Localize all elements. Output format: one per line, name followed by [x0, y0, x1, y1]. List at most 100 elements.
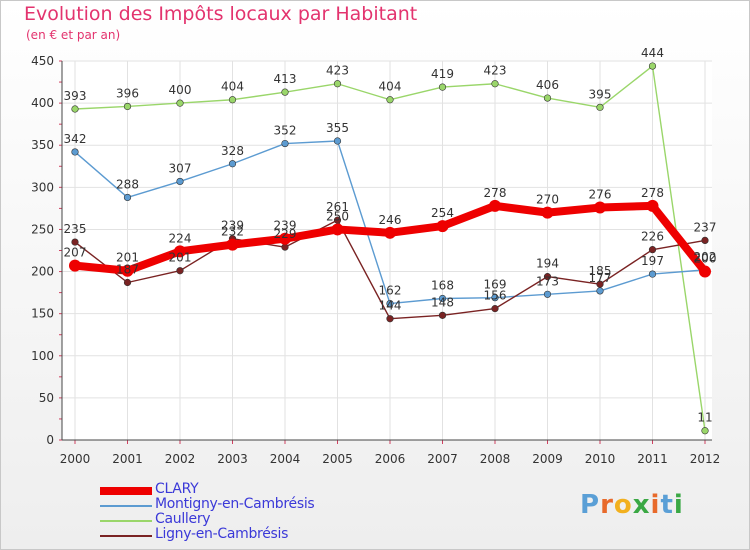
data-label-Ligny-en-Cambrésis: 229	[274, 227, 297, 241]
data-point-Montigny-en-Cambrésis	[176, 177, 184, 186]
data-label-Ligny-en-Cambrésis: 237	[694, 220, 717, 234]
data-label-Montigny-en-Cambrésis: 307	[169, 161, 192, 175]
data-point-Ligny-en-Cambrésis	[176, 267, 184, 275]
data-label-CLARY: 246	[379, 213, 402, 227]
data-label-Ligny-en-Cambrésis: 261	[326, 200, 349, 214]
data-point-Caullery	[386, 96, 394, 104]
x-tick-label: 2009	[532, 452, 563, 466]
data-label-CLARY: 276	[589, 188, 612, 202]
data-point-CLARY	[594, 201, 606, 214]
chart-title: Evolution des Impôts locaux par Habitant	[24, 3, 418, 25]
data-label-Ligny-en-Cambrésis: 235	[64, 222, 87, 236]
proxiti-logo: Proxiti	[580, 490, 684, 520]
x-tick-label: 2008	[480, 452, 511, 466]
x-tick-label: 2002	[165, 452, 196, 466]
y-tick-label: 200	[31, 265, 54, 279]
data-point-CLARY	[331, 223, 344, 236]
data-label-Caullery: 423	[326, 64, 349, 78]
data-point-Montigny-en-Cambrésis	[491, 294, 499, 302]
data-point-Caullery	[123, 102, 132, 111]
data-point-CLARY	[541, 206, 554, 219]
data-point-CLARY	[174, 245, 186, 258]
legend-label: Montigny-en-Cambrésis	[155, 496, 315, 512]
data-point-Montigny-en-Cambrésis	[386, 299, 394, 308]
y-tick-label: 100	[31, 349, 54, 363]
data-point-Montigny-en-Cambrésis	[71, 148, 79, 156]
x-tick-label: 2001	[112, 452, 143, 466]
data-label-Montigny-en-Cambrésis: 162	[379, 284, 402, 298]
data-point-Ligny-en-Cambrésis	[123, 278, 132, 287]
data-label-Caullery: 396	[116, 86, 139, 100]
data-point-Montigny-en-Cambrésis	[543, 290, 552, 298]
data-point-Caullery	[491, 80, 499, 88]
data-label-Ligny-en-Cambrésis: 185	[589, 264, 612, 278]
data-label-Caullery: 395	[589, 87, 612, 101]
data-label-CLARY: 270	[536, 193, 559, 207]
data-label-Montigny-en-Cambrésis: 177	[589, 271, 612, 285]
data-point-Montigny-en-Cambrésis	[228, 160, 237, 168]
brand-letter: i	[650, 490, 661, 520]
data-point-Ligny-en-Cambrésis	[543, 273, 552, 281]
data-point-Ligny-en-Cambrésis	[71, 238, 79, 246]
data-label-Montigny-en-Cambrésis: 342	[64, 132, 87, 146]
plot-area	[62, 61, 712, 440]
data-label-Caullery: 400	[169, 83, 192, 97]
data-point-CLARY	[646, 199, 659, 212]
data-point-Caullery	[438, 83, 447, 91]
data-label-Caullery: 444	[641, 46, 664, 60]
data-label-Ligny-en-Cambrésis: 201	[169, 251, 192, 265]
data-point-CLARY	[279, 232, 291, 245]
data-point-Caullery	[701, 427, 709, 435]
x-tick-label: 2005	[322, 452, 353, 466]
data-point-CLARY	[384, 226, 396, 239]
y-tick-label: 450	[31, 54, 54, 68]
data-label-CLARY: 254	[431, 206, 454, 220]
x-tick-label: 2012	[690, 452, 721, 466]
data-label-Ligny-en-Cambrésis: 226	[641, 230, 664, 244]
legend-swatch	[100, 535, 152, 537]
data-point-Ligny-en-Cambrésis	[491, 305, 499, 313]
data-label-Montigny-en-Cambrésis: 352	[274, 124, 297, 138]
data-label-Montigny-en-Cambrésis: 197	[641, 254, 664, 268]
data-point-Caullery	[281, 88, 289, 96]
data-point-Montigny-en-Cambrésis	[281, 139, 289, 148]
x-tick-label: 2004	[270, 452, 301, 466]
data-point-Caullery	[228, 96, 237, 104]
data-label-Caullery: 423	[484, 64, 507, 78]
data-label-Ligny-en-Cambrésis: 239	[221, 219, 244, 233]
brand-letter: P	[580, 490, 601, 520]
y-tick-label: 150	[31, 307, 54, 321]
legend-swatch	[100, 520, 152, 522]
data-point-CLARY	[699, 265, 711, 278]
data-label-Caullery: 393	[64, 89, 87, 103]
data-point-CLARY	[121, 264, 134, 277]
data-point-Ligny-en-Cambrésis	[386, 315, 394, 323]
data-label-Montigny-en-Cambrésis: 173	[536, 274, 559, 288]
data-label-Ligny-en-Cambrésis: 187	[116, 263, 139, 277]
data-point-Caullery	[543, 94, 552, 102]
y-tick-label: 300	[31, 180, 54, 194]
data-point-Montigny-en-Cambrésis	[123, 193, 132, 202]
data-point-CLARY	[226, 238, 239, 251]
data-point-CLARY	[436, 220, 449, 233]
chart-subtitle: (en € et par an)	[26, 28, 121, 42]
data-point-Montigny-en-Cambrésis	[438, 294, 447, 303]
legend-swatch	[100, 505, 152, 507]
x-tick-label: 2011	[637, 452, 668, 466]
legend-label: CLARY	[155, 481, 199, 497]
brand-letter: o	[613, 490, 633, 520]
y-tick-label: 350	[31, 138, 54, 152]
data-label-Ligny-en-Cambrésis: 148	[431, 295, 454, 309]
data-label-CLARY: 239	[274, 219, 297, 233]
data-label-Caullery: 11	[697, 411, 712, 425]
data-point-Caullery	[176, 99, 184, 107]
data-label-Caullery: 406	[536, 78, 559, 92]
data-point-CLARY	[489, 199, 501, 212]
data-point-Caullery	[71, 105, 79, 113]
data-point-Ligny-en-Cambrésis	[438, 311, 447, 319]
y-tick-label: 50	[39, 391, 54, 405]
brand-letter: r	[600, 490, 614, 520]
data-label-CLARY: 207	[64, 246, 87, 260]
brand-letter: x	[632, 490, 651, 520]
data-label-Montigny-en-Cambrésis: 328	[221, 144, 244, 158]
